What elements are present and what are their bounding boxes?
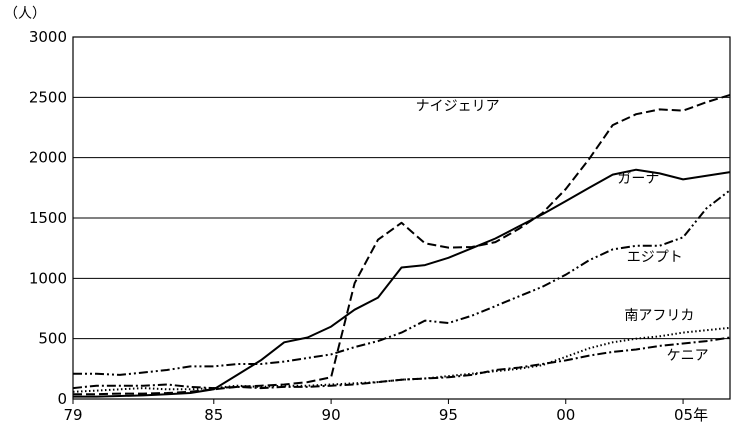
series-label: エジプト — [627, 249, 683, 265]
y-tick-label: 1000 — [29, 269, 67, 287]
x-tick-label: 95 — [439, 406, 458, 424]
x-axis-ticks: 79 85 90 95 00 05年 — [63, 399, 708, 424]
y-tick-label: 500 — [38, 330, 67, 348]
series-line-3 — [72, 326, 731, 393]
y-tick-label: 0 — [57, 390, 67, 408]
x-tick-label: 85 — [204, 406, 223, 424]
series-label: 南アフリカ — [624, 308, 694, 324]
x-tick-label: 00 — [556, 406, 575, 424]
series-label: ガーナ — [617, 171, 659, 187]
gridlines — [73, 96, 730, 340]
series-label: ナイジェリア — [416, 99, 500, 115]
y-axis-ticks: 0 500 1000 1500 2000 2500 3000 — [29, 28, 67, 408]
plot-frame — [72, 36, 731, 400]
x-tick-label: 90 — [322, 406, 341, 424]
y-tick-label: 2000 — [29, 149, 67, 167]
series-lines — [72, 93, 731, 398]
y-tick-label: 3000 — [29, 28, 67, 46]
x-tick-label: 79 — [63, 406, 82, 424]
series-label: ケニア — [667, 348, 709, 364]
series-line-2 — [73, 189, 731, 376]
x-tick-label: 05年 — [674, 406, 708, 424]
y-tick-label: 1500 — [29, 209, 67, 227]
y-tick-label: 2500 — [29, 88, 67, 106]
series-line-4 — [72, 336, 731, 390]
series-line-1 — [73, 168, 731, 398]
y-unit-label: （人） — [4, 6, 46, 22]
series-line-0 — [73, 93, 731, 396]
